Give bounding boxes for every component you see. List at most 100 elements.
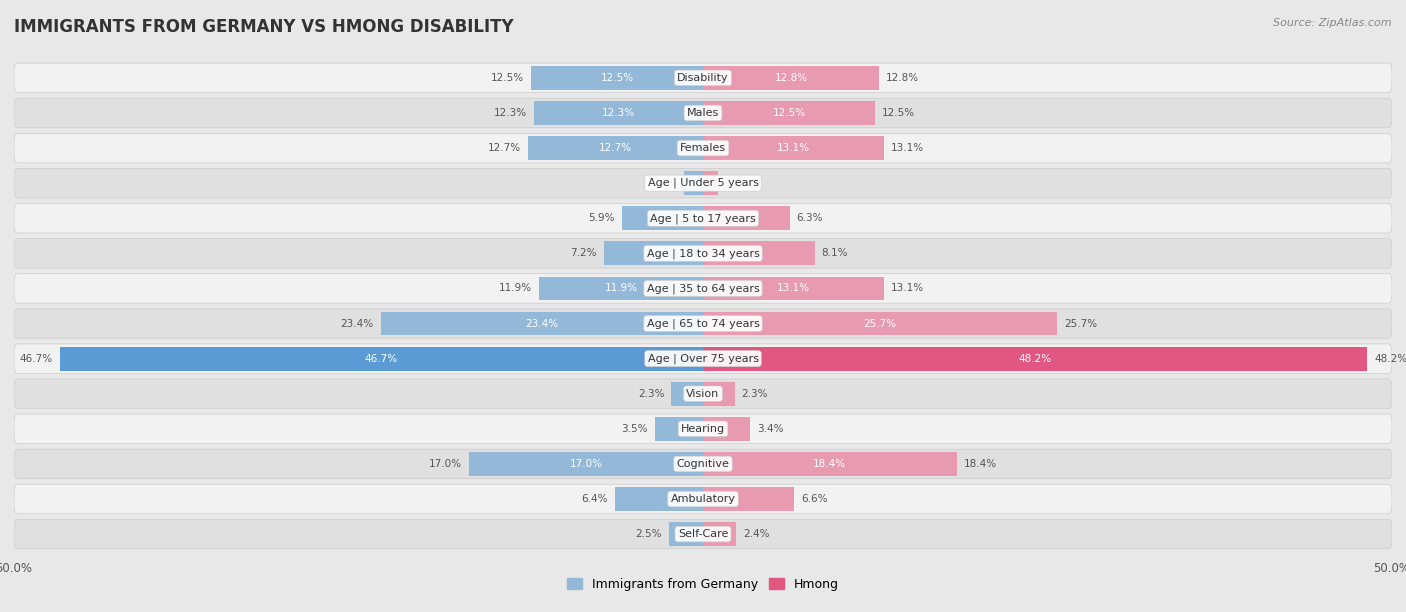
- Text: 2.3%: 2.3%: [638, 389, 665, 399]
- FancyBboxPatch shape: [14, 63, 1392, 92]
- FancyBboxPatch shape: [14, 449, 1392, 479]
- Text: 6.3%: 6.3%: [797, 213, 823, 223]
- Text: 1.4%: 1.4%: [651, 178, 676, 188]
- Text: 13.1%: 13.1%: [776, 143, 810, 153]
- Text: 3.5%: 3.5%: [621, 424, 648, 434]
- Text: 12.3%: 12.3%: [602, 108, 636, 118]
- Text: Hearing: Hearing: [681, 424, 725, 434]
- Bar: [529, 136, 703, 160]
- Bar: [531, 66, 703, 90]
- Text: Age | 5 to 17 years: Age | 5 to 17 years: [650, 213, 756, 223]
- Text: 13.1%: 13.1%: [890, 283, 924, 293]
- Bar: [603, 241, 703, 265]
- Bar: [703, 452, 956, 476]
- Bar: [703, 347, 1367, 371]
- Text: Cognitive: Cognitive: [676, 459, 730, 469]
- Text: Disability: Disability: [678, 73, 728, 83]
- Text: 18.4%: 18.4%: [813, 459, 846, 469]
- Bar: [468, 452, 703, 476]
- Text: Age | Over 75 years: Age | Over 75 years: [648, 353, 758, 364]
- Bar: [671, 382, 703, 406]
- Text: 25.7%: 25.7%: [1064, 319, 1097, 329]
- Text: 17.0%: 17.0%: [429, 459, 461, 469]
- Bar: [703, 522, 737, 546]
- Text: 12.7%: 12.7%: [488, 143, 522, 153]
- Bar: [621, 206, 703, 230]
- Text: Source: ZipAtlas.com: Source: ZipAtlas.com: [1274, 18, 1392, 28]
- Bar: [533, 101, 703, 125]
- FancyBboxPatch shape: [14, 239, 1392, 268]
- Bar: [683, 171, 703, 195]
- Bar: [703, 312, 1057, 335]
- Text: Age | 35 to 64 years: Age | 35 to 64 years: [647, 283, 759, 294]
- Bar: [703, 171, 718, 195]
- Text: 2.5%: 2.5%: [636, 529, 662, 539]
- Text: Age | Under 5 years: Age | Under 5 years: [648, 178, 758, 188]
- Text: 1.1%: 1.1%: [725, 178, 752, 188]
- Text: 25.7%: 25.7%: [863, 319, 897, 329]
- Text: 48.2%: 48.2%: [1018, 354, 1052, 364]
- Legend: Immigrants from Germany, Hmong: Immigrants from Germany, Hmong: [562, 573, 844, 596]
- Bar: [381, 312, 703, 335]
- Text: Self-Care: Self-Care: [678, 529, 728, 539]
- Text: 8.1%: 8.1%: [821, 248, 848, 258]
- Bar: [703, 417, 749, 441]
- FancyBboxPatch shape: [14, 414, 1392, 444]
- Bar: [655, 417, 703, 441]
- Text: 48.2%: 48.2%: [1374, 354, 1406, 364]
- FancyBboxPatch shape: [14, 484, 1392, 513]
- Text: 12.8%: 12.8%: [775, 73, 807, 83]
- FancyBboxPatch shape: [14, 379, 1392, 408]
- Text: 7.2%: 7.2%: [571, 248, 598, 258]
- Text: 17.0%: 17.0%: [569, 459, 602, 469]
- Text: 46.7%: 46.7%: [364, 354, 398, 364]
- Text: 11.9%: 11.9%: [605, 283, 637, 293]
- Bar: [59, 347, 703, 371]
- Text: 46.7%: 46.7%: [20, 354, 52, 364]
- Bar: [703, 206, 790, 230]
- FancyBboxPatch shape: [14, 168, 1392, 198]
- Text: 12.5%: 12.5%: [491, 73, 524, 83]
- FancyBboxPatch shape: [14, 274, 1392, 303]
- Text: 2.3%: 2.3%: [741, 389, 768, 399]
- FancyBboxPatch shape: [14, 344, 1392, 373]
- Bar: [703, 382, 735, 406]
- Text: 12.8%: 12.8%: [886, 73, 920, 83]
- Text: 18.4%: 18.4%: [963, 459, 997, 469]
- Bar: [538, 277, 703, 300]
- Text: Age | 65 to 74 years: Age | 65 to 74 years: [647, 318, 759, 329]
- FancyBboxPatch shape: [14, 133, 1392, 163]
- Text: 6.6%: 6.6%: [801, 494, 827, 504]
- Text: 12.5%: 12.5%: [600, 73, 634, 83]
- Text: Ambulatory: Ambulatory: [671, 494, 735, 504]
- Bar: [669, 522, 703, 546]
- Text: 23.4%: 23.4%: [340, 319, 374, 329]
- FancyBboxPatch shape: [14, 204, 1392, 233]
- Bar: [703, 136, 883, 160]
- Text: Vision: Vision: [686, 389, 720, 399]
- Bar: [703, 101, 875, 125]
- Text: 11.9%: 11.9%: [499, 283, 531, 293]
- Text: 23.4%: 23.4%: [526, 319, 558, 329]
- Text: Females: Females: [681, 143, 725, 153]
- Text: Males: Males: [688, 108, 718, 118]
- FancyBboxPatch shape: [14, 309, 1392, 338]
- Bar: [703, 241, 814, 265]
- Text: IMMIGRANTS FROM GERMANY VS HMONG DISABILITY: IMMIGRANTS FROM GERMANY VS HMONG DISABIL…: [14, 18, 513, 36]
- FancyBboxPatch shape: [14, 99, 1392, 128]
- Bar: [703, 66, 879, 90]
- Text: 13.1%: 13.1%: [776, 283, 810, 293]
- Bar: [703, 277, 883, 300]
- Text: 5.9%: 5.9%: [588, 213, 614, 223]
- Text: 12.3%: 12.3%: [494, 108, 527, 118]
- FancyBboxPatch shape: [14, 520, 1392, 549]
- Text: 13.1%: 13.1%: [890, 143, 924, 153]
- Text: 12.7%: 12.7%: [599, 143, 633, 153]
- Text: 6.4%: 6.4%: [582, 494, 607, 504]
- Text: 2.4%: 2.4%: [742, 529, 769, 539]
- Text: 12.5%: 12.5%: [882, 108, 915, 118]
- Text: Age | 18 to 34 years: Age | 18 to 34 years: [647, 248, 759, 259]
- Text: 12.5%: 12.5%: [772, 108, 806, 118]
- Bar: [703, 487, 794, 511]
- Text: 3.4%: 3.4%: [756, 424, 783, 434]
